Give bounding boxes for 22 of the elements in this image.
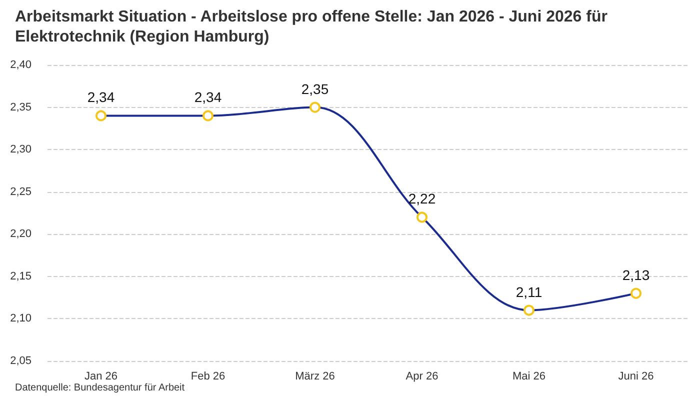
y-tick-label: 2,20 [10,228,32,240]
x-tick-label: Jan 26 [84,370,118,382]
y-tick-label: 2,05 [10,355,32,367]
y-tick-label: 2,30 [10,144,32,156]
data-label: 2,22 [408,190,436,207]
y-tick-label: 2,10 [10,312,32,325]
data-label: 2,11 [516,284,542,300]
y-tick-label: 2,35 [10,101,32,114]
data-label: 2,34 [194,89,222,106]
y-tick-label: 2,15 [10,270,32,282]
x-tick-label: Apr 26 [406,370,438,382]
y-tick-label: 2,40 [10,59,32,71]
x-tick-label: März 26 [295,370,335,382]
data-label: 2,13 [622,266,650,283]
data-label: 2,35 [301,80,329,97]
x-tick-label: Feb 26 [190,370,226,382]
chart-title: Arbeitsmarkt Situation - Arbeitslose pro offene Stelle: Jan 2026 - Juni 2026 für Elektrotechnik (Region Hamburg) [15,8,612,46]
data-label: 2,34 [87,89,115,106]
y-tick-label: 2,25 [10,186,32,198]
x-tick-label: Mai 26 [512,370,546,382]
x-tick-label: Juni 26 [618,370,654,382]
text: Datenquelle: Bundesagentur für Arbeit [15,382,185,394]
